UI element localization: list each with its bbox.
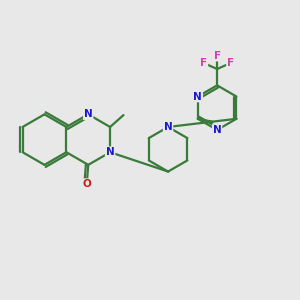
- Text: N: N: [84, 109, 93, 119]
- Text: N: N: [106, 147, 115, 157]
- Text: F: F: [200, 58, 207, 68]
- Text: O: O: [82, 179, 91, 189]
- Text: N: N: [194, 92, 202, 101]
- Text: F: F: [214, 51, 221, 61]
- Text: N: N: [164, 122, 172, 132]
- Text: N: N: [213, 125, 221, 135]
- Text: F: F: [227, 58, 234, 68]
